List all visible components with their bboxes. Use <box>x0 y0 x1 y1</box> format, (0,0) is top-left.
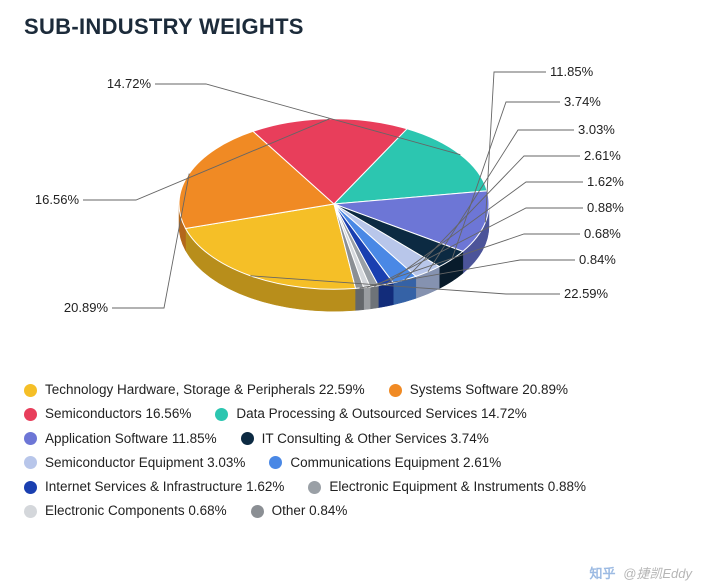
legend-item: Electronic Components 0.68% <box>24 501 227 521</box>
legend-label: IT Consulting & Other Services 3.74% <box>262 429 489 449</box>
legend-swatch-icon <box>308 481 321 494</box>
legend-item: Communications Equipment 2.61% <box>269 453 501 473</box>
callout-label: 20.89% <box>64 300 109 315</box>
legend: Technology Hardware, Storage & Periphera… <box>24 380 688 522</box>
callout-label: 3.74% <box>564 94 601 109</box>
legend-label: Communications Equipment 2.61% <box>290 453 501 473</box>
legend-swatch-icon <box>215 408 228 421</box>
legend-item: Systems Software 20.89% <box>389 380 568 400</box>
watermark-logo-icon: 知乎 <box>590 563 616 582</box>
legend-row: Application Software 11.85% IT Consulting… <box>24 429 688 449</box>
legend-swatch-icon <box>24 456 37 469</box>
callout-label: 0.68% <box>584 226 621 241</box>
legend-item: IT Consulting & Other Services 3.74% <box>241 429 489 449</box>
chart-title: SUB-INDUSTRY WEIGHTS <box>24 14 688 40</box>
legend-label: Other 0.84% <box>272 501 348 521</box>
legend-swatch-icon <box>24 505 37 518</box>
legend-item: Other 0.84% <box>251 501 348 521</box>
legend-label: Electronic Components 0.68% <box>45 501 227 521</box>
legend-row: Semiconductor Equipment 3.03% Communicati… <box>24 453 688 473</box>
legend-swatch-icon <box>269 456 282 469</box>
legend-row: Semiconductors 16.56% Data Processing & O… <box>24 404 688 424</box>
pie-side <box>364 287 370 310</box>
legend-swatch-icon <box>24 408 37 421</box>
pie-side <box>378 283 393 308</box>
legend-swatch-icon <box>241 432 254 445</box>
watermark-text: @捷凯Eddy <box>623 566 692 581</box>
legend-label: Technology Hardware, Storage & Periphera… <box>45 380 365 400</box>
legend-label: Application Software 11.85% <box>45 429 217 449</box>
legend-swatch-icon <box>389 384 402 397</box>
watermark: 知乎 @捷凯Eddy <box>590 563 692 582</box>
legend-row: Internet Services & Infrastructure 1.62%… <box>24 477 688 497</box>
callout-label: 2.61% <box>584 148 621 163</box>
legend-swatch-icon <box>24 384 37 397</box>
legend-item: Semiconductors 16.56% <box>24 404 191 424</box>
callout-label: 0.88% <box>587 200 624 215</box>
legend-item: Electronic Equipment & Instruments 0.88% <box>308 477 586 497</box>
legend-item: Technology Hardware, Storage & Periphera… <box>24 380 365 400</box>
callout-label: 14.72% <box>107 76 152 91</box>
callout-label: 3.03% <box>578 122 615 137</box>
legend-swatch-icon <box>24 432 37 445</box>
legend-row: Technology Hardware, Storage & Periphera… <box>24 380 688 400</box>
callout-label: 22.59% <box>564 286 609 301</box>
callout-label: 1.62% <box>587 174 624 189</box>
pie-side <box>370 286 378 309</box>
callout-label: 16.56% <box>35 192 80 207</box>
legend-item: Internet Services & Infrastructure 1.62% <box>24 477 284 497</box>
legend-swatch-icon <box>251 505 264 518</box>
legend-label: Semiconductors 16.56% <box>45 404 191 424</box>
pie-side <box>356 288 364 311</box>
legend-item: Semiconductor Equipment 3.03% <box>24 453 245 473</box>
legend-swatch-icon <box>24 481 37 494</box>
pie-chart: 14.72% 16.56% 20.89% 11.85% 3.74% 3.03% 2.61% 1… <box>24 44 688 374</box>
legend-label: Internet Services & Infrastructure 1.62% <box>45 477 284 497</box>
legend-label: Electronic Equipment & Instruments 0.88% <box>329 477 586 497</box>
legend-label: Semiconductor Equipment 3.03% <box>45 453 245 473</box>
legend-label: Data Processing & Outsourced Services 14… <box>236 404 526 424</box>
legend-row: Electronic Components 0.68% Other 0.84% <box>24 501 688 521</box>
callout-leader <box>485 72 546 222</box>
legend-label: Systems Software 20.89% <box>410 380 568 400</box>
legend-item: Application Software 11.85% <box>24 429 217 449</box>
legend-item: Data Processing & Outsourced Services 14… <box>215 404 526 424</box>
callout-label: 0.84% <box>579 252 616 267</box>
callout-label: 11.85% <box>550 64 594 79</box>
